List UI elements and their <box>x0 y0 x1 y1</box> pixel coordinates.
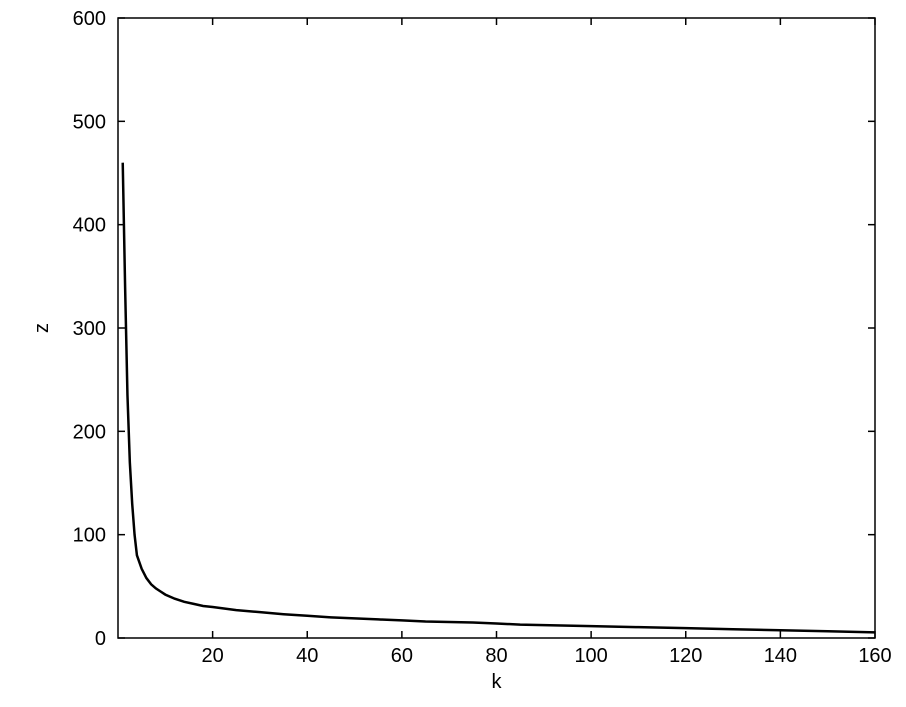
x-tick-label: 80 <box>485 645 507 667</box>
y-tick-label: 0 <box>95 628 106 650</box>
chart-container: 20 40 60 80 100 120 140 160 0 100 200 300 400 500 600 k… <box>0 0 906 707</box>
x-tick-label: 40 <box>296 645 318 667</box>
x-tick-label: 120 <box>669 645 702 667</box>
x-tick-label: 60 <box>391 645 413 667</box>
line-chart: 20 40 60 80 100 120 140 160 0 100 200 300 400 500 600 k… <box>0 0 906 707</box>
x-tick-label: 100 <box>574 645 607 667</box>
y-tick-label: 600 <box>73 8 106 30</box>
data-series <box>123 163 875 633</box>
y-tick-label: 500 <box>73 111 106 133</box>
y-tick-label: 200 <box>73 421 106 443</box>
y-tick-label: 100 <box>73 525 106 547</box>
x-axis-label: k <box>492 671 503 693</box>
y-tick-label: 300 <box>73 318 106 340</box>
x-tick-label: 140 <box>764 645 797 667</box>
x-tick-label: 160 <box>858 645 891 667</box>
x-tick-label: 20 <box>202 645 224 667</box>
plot-box <box>118 18 875 638</box>
y-tick-label: 400 <box>73 215 106 237</box>
y-axis-label: z <box>31 323 53 333</box>
